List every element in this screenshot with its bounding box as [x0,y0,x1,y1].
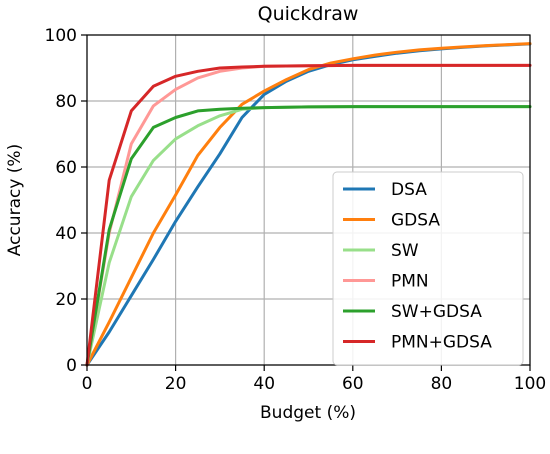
legend-label-sw-gdsa: SW+GDSA [391,302,482,322]
x-tick-label: 20 [165,374,187,394]
series-line-sw-gdsa [85,105,532,367]
legend-label-dsa: DSA [391,180,427,200]
y-axis-label: Accuracy (%) [5,144,25,256]
x-tick-label: 80 [431,374,453,394]
legend-label-sw: SW [391,241,419,261]
legend-label-pmn-gdsa: PMN+GDSA [391,333,492,353]
axis-ticks: 0 20 40 60 80 100 0 20 40 60 80 100 [45,26,547,394]
x-tick-label: 40 [253,374,275,394]
series-layer [85,42,532,367]
x-tick-label: 0 [82,374,93,394]
x-tick-label: 100 [514,374,546,394]
legend: DSA GDSA SW PMN SW+GDSA PMN+GDSA [332,171,524,366]
legend-box [332,171,524,366]
y-tick-label: 40 [55,224,77,244]
legend-label-pmn: PMN [391,272,429,292]
y-tick-label: 100 [45,26,77,46]
x-tick-label: 60 [342,374,364,394]
series-line-pmn-gdsa [85,63,532,367]
plot-frame [86,34,531,366]
chart-title: Quickdraw [258,3,359,25]
y-tick-label: 80 [55,92,77,112]
series-line-gdsa [85,42,532,367]
x-axis-label: Budget (%) [260,403,356,423]
y-tick-label: 60 [55,158,77,178]
y-tick-label: 20 [55,290,77,310]
legend-label-gdsa: GDSA [391,211,440,231]
y-tick-label: 0 [66,356,77,376]
